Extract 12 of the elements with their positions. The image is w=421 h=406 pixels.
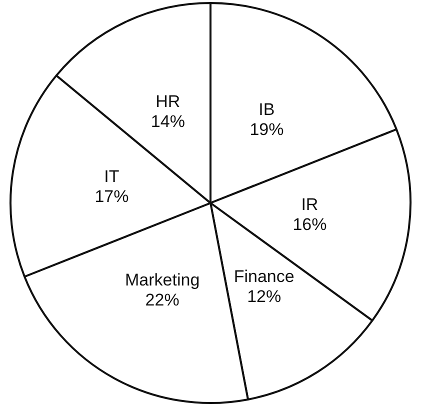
- slice-label: Marketing: [125, 270, 200, 290]
- data-label: 19%: [250, 120, 284, 139]
- data-label: 17%: [94, 187, 129, 206]
- data-label: 22%: [145, 290, 180, 310]
- slice-label: IB: [258, 100, 275, 119]
- data-label: 12%: [247, 287, 282, 306]
- data-label: 16%: [292, 215, 327, 234]
- slice-label: Finance: [234, 267, 294, 286]
- data-label: 14%: [150, 112, 185, 132]
- slice-label: IR: [301, 195, 318, 214]
- slice-label: IT: [104, 167, 120, 186]
- slice-label: HR: [156, 92, 180, 112]
